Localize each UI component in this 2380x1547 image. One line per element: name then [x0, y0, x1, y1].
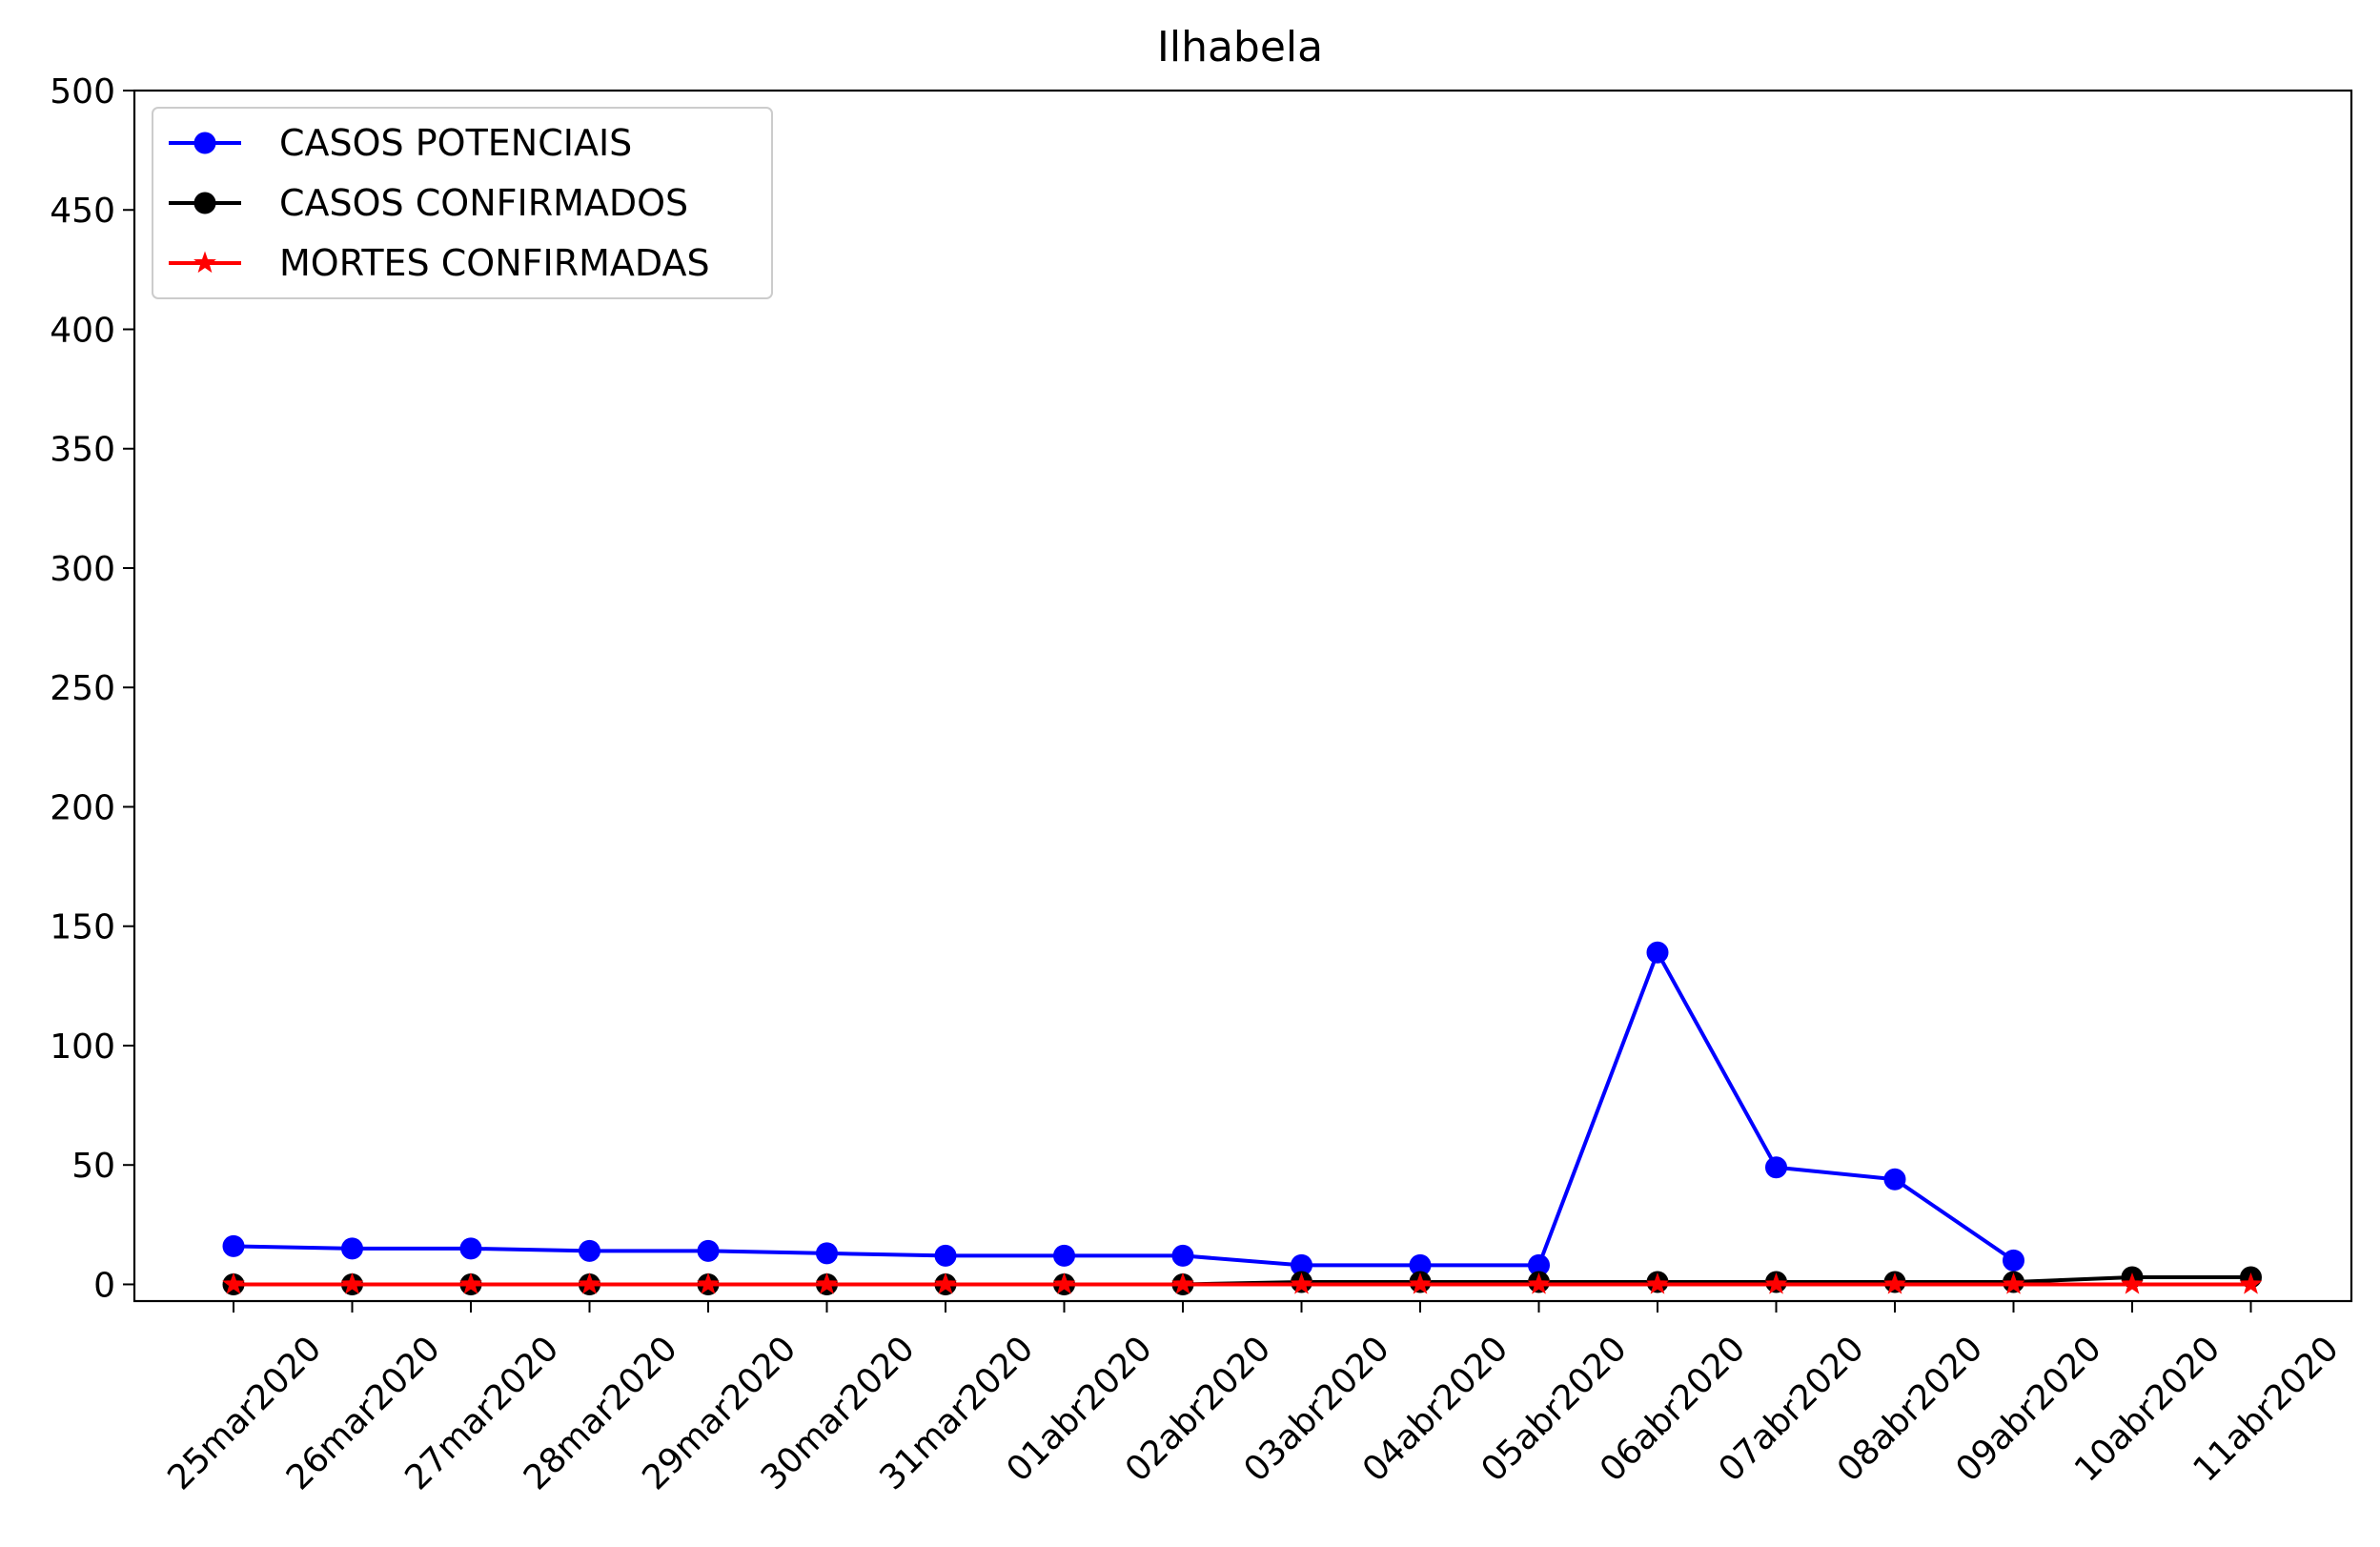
data-point: [1053, 1244, 1075, 1267]
data-point: [1764, 1272, 1788, 1294]
data-point: [340, 1272, 364, 1294]
data-point: [1290, 1272, 1313, 1294]
data-point: [578, 1272, 601, 1294]
y-tick-label: 150: [50, 908, 115, 947]
legend-item: MORTES CONFIRMADAS: [169, 242, 710, 284]
data-point: [1527, 1272, 1551, 1294]
data-point: [815, 1272, 839, 1294]
data-point: [934, 1244, 957, 1267]
data-point: [222, 1272, 245, 1294]
data-point: [2002, 1272, 2025, 1294]
y-tick-label: 250: [50, 669, 115, 708]
data-point: [697, 1239, 720, 1262]
data-point: [1409, 1272, 1432, 1294]
y-tick-label: 350: [50, 431, 115, 470]
data-point: [1883, 1168, 1906, 1191]
legend-box: [152, 107, 773, 299]
legend-label: MORTES CONFIRMADAS: [279, 242, 710, 284]
data-point: [341, 1237, 363, 1260]
y-tick-label: 300: [50, 550, 115, 589]
data-point: [697, 1272, 720, 1294]
data-point: [2003, 1249, 2024, 1272]
plot-frame: [132, 89, 2353, 1303]
data-point: [2239, 1272, 2263, 1294]
chart-title: Ilhabela: [1157, 23, 1323, 71]
y-tick-label: 100: [50, 1028, 115, 1067]
data-point: [1765, 1156, 1787, 1179]
data-point: [1171, 1272, 1194, 1294]
data-point: [934, 1272, 957, 1294]
data-point: [222, 1234, 245, 1257]
legend-label: CASOS CONFIRMADOS: [279, 182, 688, 224]
legend-marker: [193, 132, 216, 154]
legend: CASOS POTENCIAIS CASOS CONFIRMADOS MORTES …: [152, 107, 773, 299]
y-tick-label: 0: [93, 1266, 115, 1305]
y-tick-label: 200: [50, 788, 115, 827]
data-point: [1883, 1272, 1906, 1294]
data-point: [579, 1239, 600, 1262]
legend-label: CASOS POTENCIAIS: [279, 122, 632, 164]
legend-item: CASOS POTENCIAIS: [169, 122, 632, 164]
legend-marker: [193, 192, 216, 214]
data-point: [816, 1242, 838, 1265]
data-point: [1052, 1272, 1076, 1294]
y-axis: 0 50 100 150 200 250 300 350 400 450 500: [50, 72, 134, 1305]
plot-series: [222, 941, 2263, 1295]
data-point: [1171, 1244, 1194, 1267]
data-point: [459, 1237, 482, 1260]
y-tick-label: 500: [50, 72, 115, 112]
y-tick-label: 400: [50, 311, 115, 350]
data-point: [1646, 1272, 1669, 1294]
data-point: [2121, 1272, 2144, 1294]
data-point: [1646, 941, 1669, 964]
y-tick-label: 50: [71, 1147, 115, 1186]
legend-marker: [193, 251, 216, 274]
data-point: [459, 1272, 482, 1294]
series-3: [222, 1272, 2263, 1294]
y-tick-label: 450: [50, 192, 115, 231]
legend-item: CASOS CONFIRMADOS: [169, 182, 688, 224]
series-line: [233, 950, 2015, 1268]
